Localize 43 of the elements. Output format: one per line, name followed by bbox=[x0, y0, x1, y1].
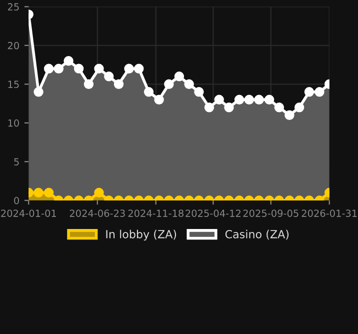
x-tick-label: 2025-09-05 bbox=[243, 210, 298, 217]
y-tick-label: 5 bbox=[14, 158, 19, 166]
point bbox=[144, 87, 154, 97]
point bbox=[264, 94, 274, 105]
point bbox=[184, 79, 194, 90]
point bbox=[94, 64, 104, 74]
point bbox=[234, 94, 244, 105]
point bbox=[114, 79, 124, 90]
point bbox=[134, 64, 144, 74]
point bbox=[244, 94, 254, 105]
y-tick-label: 15 bbox=[8, 80, 19, 88]
legend-label: Casino (ZA) bbox=[225, 230, 289, 240]
point bbox=[84, 79, 94, 90]
point bbox=[294, 102, 304, 112]
y-tick-label: 25 bbox=[8, 3, 19, 11]
point bbox=[44, 64, 54, 74]
point bbox=[154, 94, 164, 105]
point bbox=[54, 64, 64, 74]
point bbox=[34, 87, 44, 97]
x-tick-label: 2024-06-23 bbox=[70, 210, 125, 217]
x-tick-label: 2025-04-12 bbox=[186, 210, 240, 217]
point bbox=[64, 56, 74, 66]
point bbox=[174, 72, 184, 82]
point bbox=[194, 87, 204, 97]
point bbox=[314, 87, 324, 97]
point bbox=[284, 110, 294, 120]
y-tick-label: 0 bbox=[14, 196, 19, 204]
point bbox=[74, 64, 84, 74]
point bbox=[204, 102, 214, 112]
x-tick-label: 2026-01-31 bbox=[302, 210, 357, 217]
x-tick-label: 2024-01-01 bbox=[1, 210, 56, 217]
point bbox=[274, 102, 284, 112]
point bbox=[214, 94, 224, 105]
legend-label: In lobby (ZA) bbox=[106, 230, 176, 241]
point bbox=[124, 64, 134, 74]
point bbox=[164, 79, 174, 90]
x-tick-label: 2024-11-18 bbox=[128, 210, 184, 217]
point bbox=[254, 94, 264, 105]
point bbox=[224, 102, 234, 112]
point bbox=[104, 72, 114, 82]
y-tick-label: 10 bbox=[8, 119, 19, 127]
point bbox=[304, 87, 314, 97]
y-tick-label: 20 bbox=[8, 42, 19, 50]
